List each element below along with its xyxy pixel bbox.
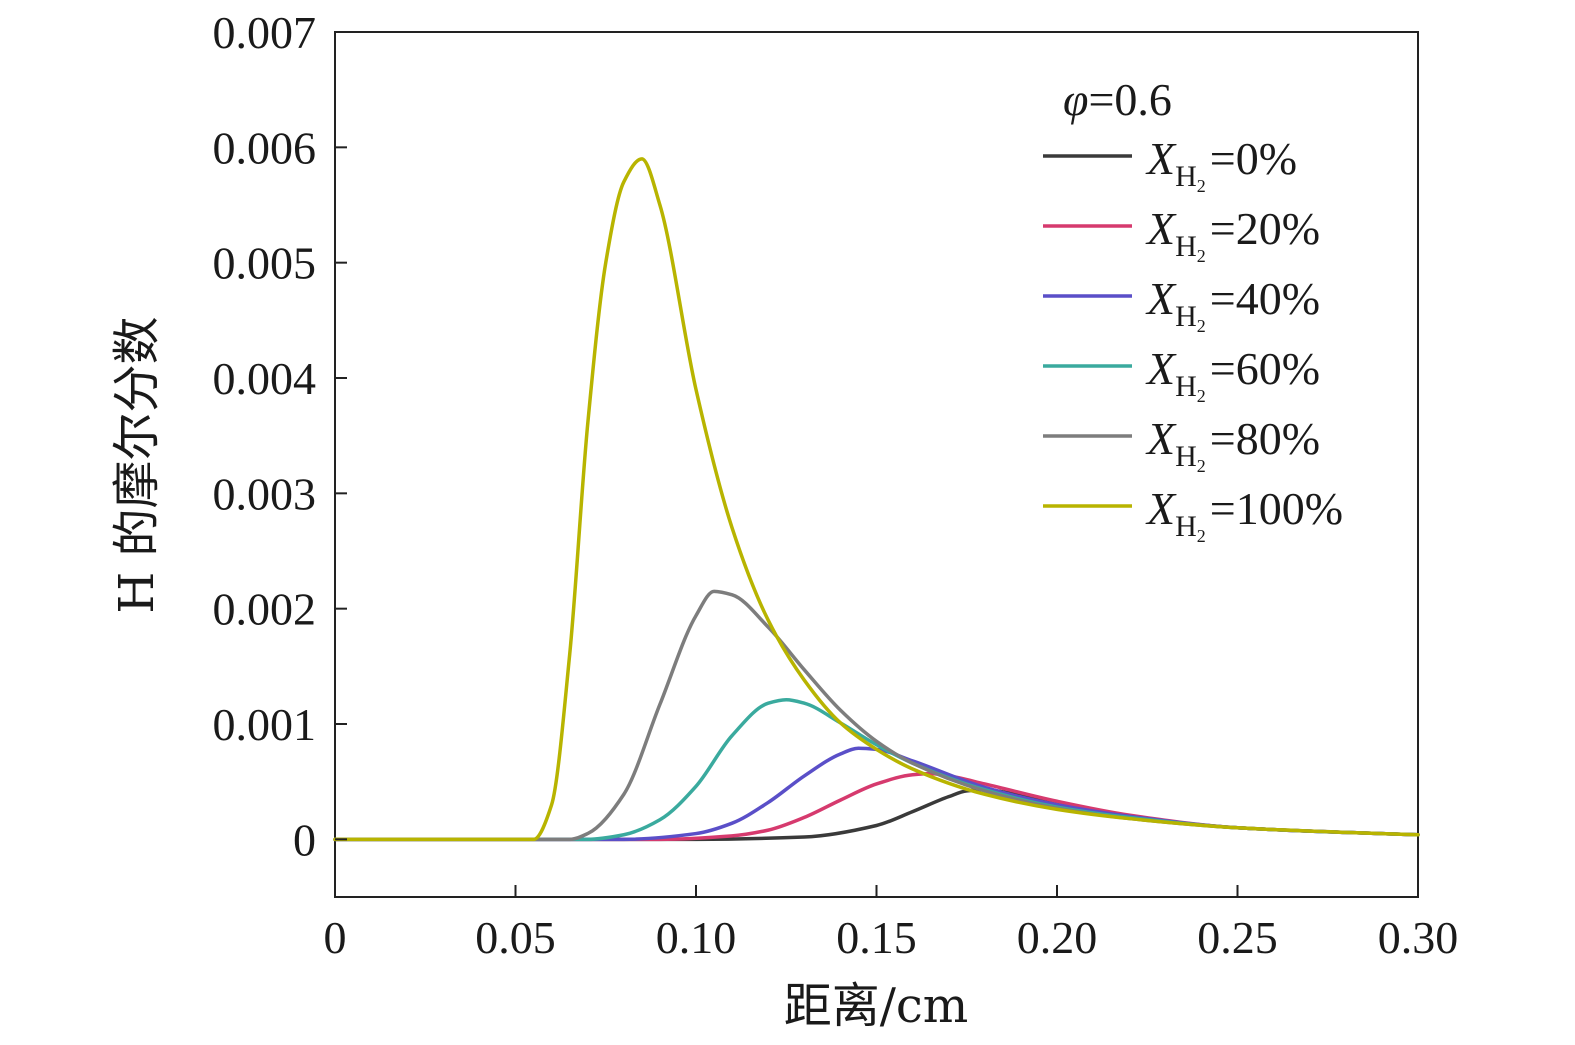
legend-title-value: =0.6 — [1088, 74, 1171, 125]
x-axis-ticks: 0 0.05 0.10 0.15 0.20 0.25 0.30 — [324, 885, 1459, 963]
x-tick-label: 0.05 — [475, 912, 556, 963]
legend-entry-label: XH2=80% — [1145, 413, 1320, 476]
series-line-3 — [333, 698, 1420, 842]
x-tick-label: 0.15 — [836, 912, 917, 963]
legend-entry-label: XH2=40% — [1145, 273, 1320, 336]
series-line-5 — [333, 157, 1420, 842]
y-tick-label: 0 — [293, 814, 316, 865]
legend-entry-label: XH2=60% — [1145, 343, 1320, 406]
y-tick-label: 0.002 — [213, 584, 317, 635]
y-tick-label: 0.004 — [213, 353, 317, 404]
legend-title-symbol: φ — [1063, 74, 1088, 125]
y-tick-label: 0.005 — [213, 238, 317, 289]
x-tick-label: 0 — [324, 912, 347, 963]
series-lines — [333, 157, 1420, 842]
series-line-4 — [333, 589, 1420, 842]
x-tick-label: 0.30 — [1378, 912, 1459, 963]
legend: φ=0.6 XH2=0% XH2=20% XH2=40% XH2=60% XH2=80%… — [1043, 74, 1343, 546]
legend-entry-label: XH2=20% — [1145, 203, 1320, 266]
y-tick-label: 0.007 — [213, 7, 317, 58]
series-line-0 — [333, 787, 1420, 842]
x-tick-label: 0.20 — [1017, 912, 1098, 963]
y-tick-label: 0.001 — [213, 699, 317, 750]
legend-entry-label: XH2=0% — [1145, 133, 1297, 196]
x-tick-label: 0.25 — [1197, 912, 1278, 963]
x-axis-label: 距离/cm — [784, 978, 969, 1034]
legend-entry-label: XH2=100% — [1145, 483, 1343, 546]
y-tick-label: 0.006 — [213, 122, 317, 173]
y-axis-label: H 的摩尔分数 — [109, 316, 165, 613]
legend-title: φ=0.6 — [1063, 74, 1172, 125]
y-axis-ticks: 0 0.001 0.002 0.003 0.004 0.005 0.006 0.007 — [213, 7, 347, 865]
y-tick-label: 0.003 — [213, 468, 317, 519]
x-tick-label: 0.10 — [656, 912, 737, 963]
